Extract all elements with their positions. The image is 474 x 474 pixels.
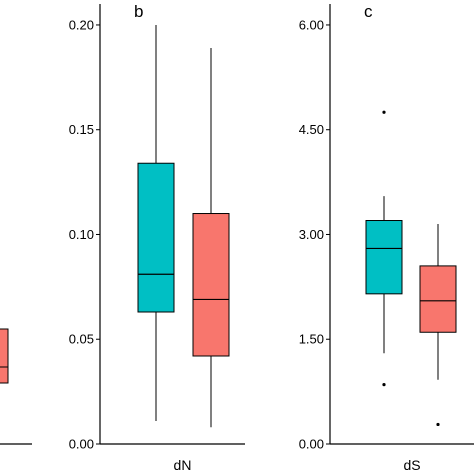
panel-b-y-tick-label-0: 0.00: [69, 437, 94, 452]
panel-b-box-1: [137, 24, 175, 421]
panel-c-y-tick-label-3: 4.50: [299, 122, 324, 137]
panel-c-y-tick-label-2: 3.00: [299, 227, 324, 242]
panel-c: 0.00 1.50 3.00 4.50 6.00 c dS: [299, 2, 474, 473]
panel-c-iqr-box-1: [365, 220, 403, 295]
panel-b-iqr-box-1: [137, 162, 175, 313]
panel-c-outlier-2-0: [436, 422, 440, 427]
panel-c-y-tick-label-0: 0.00: [299, 437, 324, 452]
panel-c-x-axis-title: dS: [403, 457, 420, 473]
panel-b: 0.00 0.05 0.10 0.15 0.20 b dN: [69, 2, 245, 473]
panel-a: [0, 328, 32, 445]
panel-c-box-2: [419, 224, 457, 427]
panel-c-outlier-1-1: [382, 110, 386, 114]
panel-c-outlier-1-0: [382, 383, 386, 387]
panel-c-iqr-box-2: [419, 265, 457, 333]
panel-b-label: b: [134, 2, 143, 21]
panel-c-box-1: [365, 110, 403, 387]
panel-b-x-axis-title: dN: [174, 457, 192, 473]
panel-c-y-tick-label-1: 1.50: [299, 332, 324, 347]
panel-b-y-tick-label-2: 0.10: [69, 227, 94, 242]
panel-c-label: c: [364, 2, 373, 21]
panel-a-box-1: [0, 328, 9, 384]
panel-b-y-tick-label-4: 0.20: [69, 17, 94, 32]
panel-b-y-tick-label-3: 0.15: [69, 122, 94, 137]
panel-b-y-tick-label-1: 0.05: [69, 332, 94, 347]
panel-b-box-2: [192, 48, 230, 428]
panel-b-iqr-box-2: [192, 213, 230, 357]
panel-c-y-tick-label-4: 6.00: [299, 17, 324, 32]
